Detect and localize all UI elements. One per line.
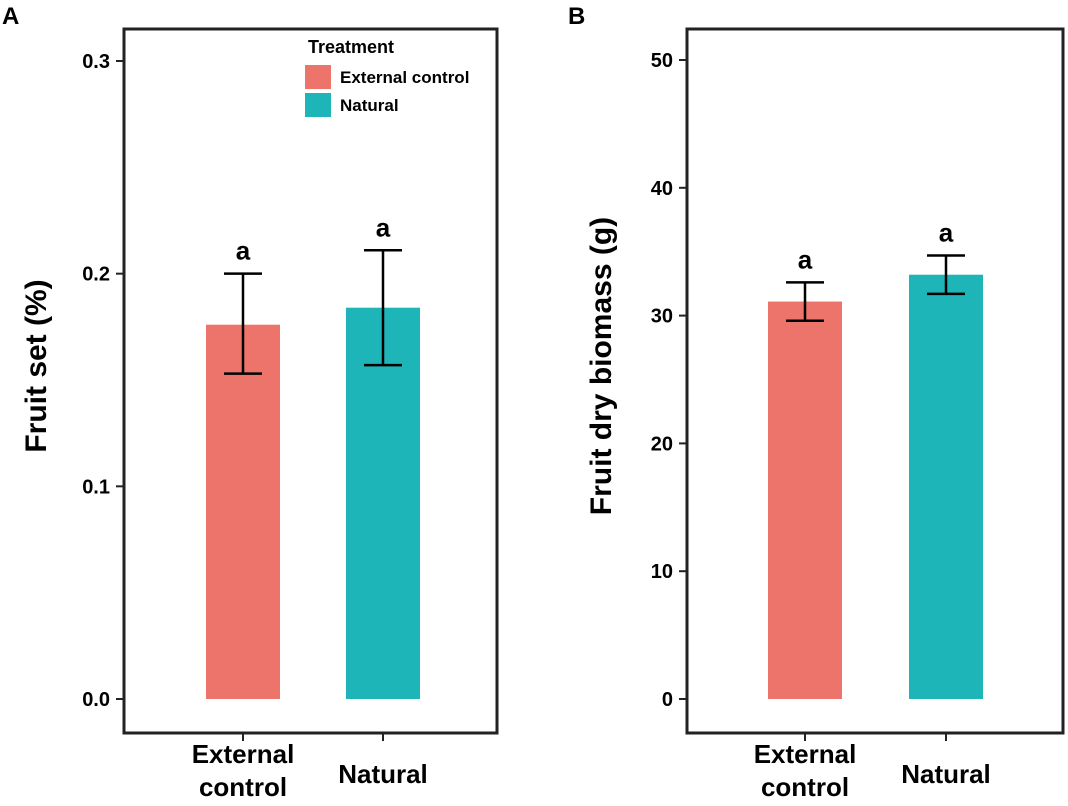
chart-b-error-bar-1 bbox=[786, 281, 824, 322]
chart-a-y-tick-label-2: 0.2 bbox=[82, 264, 110, 286]
chart-b-y-tick-label-0: 0 bbox=[662, 689, 673, 711]
chart-a-legend: Treatment External control Natural bbox=[305, 37, 469, 117]
chart-b-y-tick-label-5: 50 bbox=[651, 50, 673, 72]
panel-letter-b: B bbox=[568, 3, 585, 30]
chart-a-plot-border bbox=[122, 27, 499, 735]
chart-a-legend-label-1: External control bbox=[340, 68, 469, 87]
chart-b-y-tick-label-2: 20 bbox=[651, 433, 673, 455]
chart-b-sig-label-1: a bbox=[798, 244, 813, 274]
chart-b-y-tick-label-1: 10 bbox=[651, 561, 673, 583]
chart-a-error-bar-1 bbox=[224, 272, 262, 375]
chart-a-category-label-2: Natural bbox=[338, 759, 428, 789]
chart-a-y-tick-label-3: 0.3 bbox=[82, 51, 110, 73]
chart-b-bar-2 bbox=[909, 274, 983, 699]
chart-a-error-bar-2 bbox=[364, 249, 402, 367]
chart-b-category-label-1-line-2: control bbox=[761, 772, 849, 802]
chart-a-sig-label-2: a bbox=[376, 212, 391, 242]
chart-a-legend-title: Treatment bbox=[308, 37, 394, 57]
chart-b-y-tick-label-4: 40 bbox=[651, 178, 673, 200]
chart-a-legend-swatch-2 bbox=[305, 93, 331, 117]
chart-a-legend-label-2: Natural bbox=[340, 96, 399, 115]
chart-a-y-tick-label-0: 0.0 bbox=[82, 689, 110, 711]
chart-b-error-bar-2 bbox=[927, 254, 965, 296]
chart-b-plot-border bbox=[685, 27, 1065, 735]
chart-a-sig-label-1: a bbox=[236, 236, 251, 266]
chart-a-bar-1 bbox=[206, 324, 280, 699]
chart-a-y-axis-title: Fruit set (%) bbox=[20, 279, 53, 452]
chart-b-y-axis-title: Fruit dry biomass (g) bbox=[585, 217, 618, 515]
chart-b-category-label-1-line-1: External bbox=[754, 739, 857, 769]
chart-b-y-tick-label-3: 30 bbox=[651, 306, 673, 328]
chart-b-category-label-1: External control bbox=[754, 739, 857, 802]
chart-a: a a 0.0 0.1 0.2 0.3 External control Natural Frui… bbox=[20, 27, 499, 802]
chart-a-category-label-1: External control bbox=[192, 739, 295, 802]
chart-b: a a 0 10 20 30 40 50 External control Natural Fruit… bbox=[585, 27, 1065, 802]
chart-a-category-label-2-line-1: Natural bbox=[338, 759, 428, 789]
chart-a-bar-2 bbox=[346, 307, 420, 699]
chart-a-legend-swatch-1 bbox=[305, 65, 331, 89]
chart-a-y-tick-label-1: 0.1 bbox=[82, 476, 110, 498]
chart-a-category-label-1-line-1: External bbox=[192, 739, 295, 769]
chart-b-category-label-2-line-1: Natural bbox=[901, 759, 991, 789]
chart-b-bar-1 bbox=[768, 301, 842, 699]
chart-b-sig-label-2: a bbox=[939, 218, 954, 248]
chart-b-category-label-2: Natural bbox=[901, 759, 991, 789]
chart-a-category-label-1-line-2: control bbox=[199, 772, 287, 802]
panel-letter-a: A bbox=[2, 3, 19, 30]
